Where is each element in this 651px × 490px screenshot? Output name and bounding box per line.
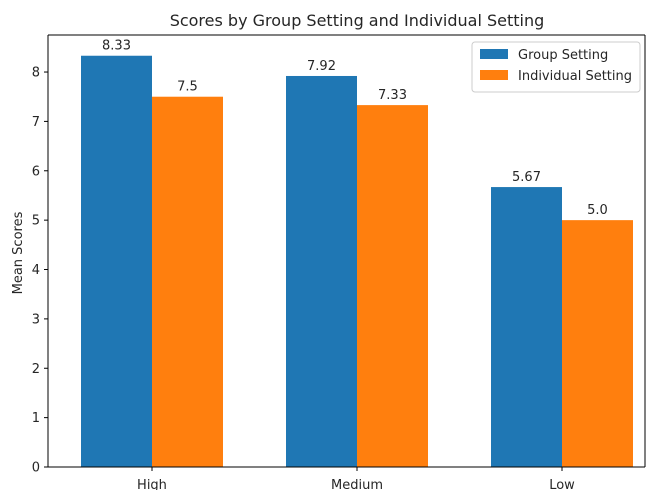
y-tick-label: 5 — [32, 214, 40, 229]
bar-medium-series-2 — [357, 105, 428, 468]
data-label: 8.33 — [102, 39, 131, 54]
legend-swatch — [480, 49, 508, 59]
chart-title: Scores by Group Setting and Individual S… — [170, 11, 545, 30]
legend-label: Individual Setting — [518, 69, 632, 84]
bar-medium-series-1 — [286, 75, 357, 468]
y-axis-label: Mean Scores — [11, 211, 26, 294]
axes-layer: 0 1 2 3 4 5 6 7 8 High Medium Low — [32, 34, 646, 490]
y-tick-label: 6 — [32, 164, 40, 179]
bar-high-series-2 — [152, 96, 223, 467]
y-tick-label: 1 — [32, 411, 40, 426]
x-tick-label: Low — [549, 478, 575, 490]
bars-layer — [81, 55, 633, 468]
legend-box — [471, 41, 641, 93]
data-label: 7.5 — [177, 80, 198, 95]
x-tick-label: High — [137, 478, 167, 490]
legend: Group Setting Individual Setting — [471, 41, 641, 93]
y-tick-label: 3 — [32, 312, 40, 327]
data-label: 5.67 — [512, 170, 541, 185]
y-tick-label: 0 — [32, 461, 40, 476]
y-tick-label: 2 — [32, 362, 40, 377]
bar-low-series-2 — [562, 220, 633, 467]
x-tick-label: Medium — [331, 478, 383, 490]
data-label: 5.0 — [587, 203, 608, 218]
y-tick-label: 8 — [32, 66, 40, 81]
legend-label: Group Setting — [518, 48, 608, 63]
bar-low-series-1 — [491, 187, 562, 467]
bar-high-series-1 — [81, 55, 152, 468]
data-label: 7.92 — [307, 59, 336, 74]
data-labels-layer: 8.33 7.92 5.67 7.5 7.33 5.0 — [102, 39, 608, 218]
y-tick-label: 4 — [32, 263, 40, 278]
data-label: 7.33 — [378, 88, 407, 103]
y-tick-label: 7 — [32, 115, 40, 130]
legend-swatch — [480, 70, 508, 80]
